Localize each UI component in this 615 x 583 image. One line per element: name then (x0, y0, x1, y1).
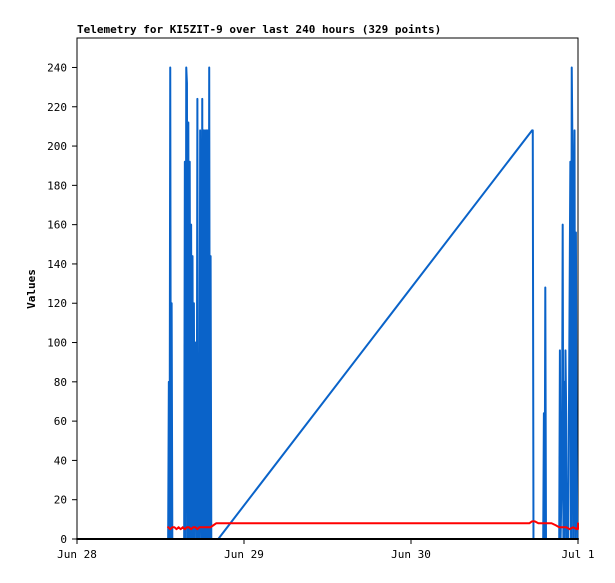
plot-area (76, 37, 579, 540)
series-line-1 (167, 520, 579, 531)
y-tick-label: 180 (47, 179, 67, 192)
chart-title: Telemetry for KI5ZIT-9 over last 240 hou… (77, 23, 441, 36)
y-tick-label: 240 (47, 61, 67, 74)
series-layer (76, 66, 579, 540)
x-tick-label: Jul 1 (561, 548, 594, 561)
y-tick-label: 40 (54, 454, 67, 467)
x-tick-label: Jun 29 (224, 548, 264, 561)
y-axis: 0 20 40 60 80 100 120 140 160 180 200 220 240 (47, 61, 77, 546)
y-tick-label: 160 (47, 219, 67, 232)
y-tick-label: 80 (54, 376, 67, 389)
y-tick-label: 60 (54, 415, 67, 428)
y-tick-label: 100 (47, 337, 67, 350)
y-tick-label: 120 (47, 297, 67, 310)
y-tick-label: 200 (47, 140, 67, 153)
x-tick-label: Jun 30 (391, 548, 431, 561)
y-tick-label: 20 (54, 494, 67, 507)
y-tick-label: 140 (47, 258, 67, 271)
y-tick-label: 0 (60, 533, 67, 546)
y-tick-label: 220 (47, 101, 67, 114)
x-tick-label: Jun 28 (57, 548, 97, 561)
x-axis: Jun 28 Jun 29 Jun 30 Jul 1 (57, 539, 595, 561)
y-axis-label: Values (25, 269, 38, 309)
